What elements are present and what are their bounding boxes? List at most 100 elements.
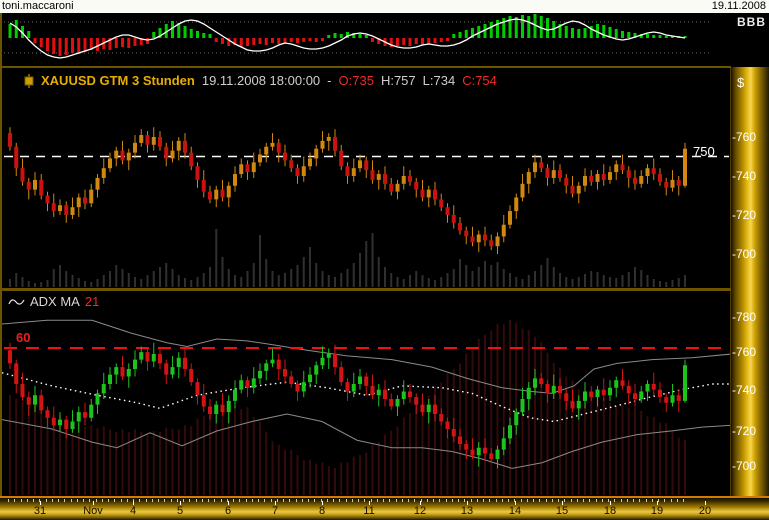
minor-time-tick — [314, 499, 316, 502]
minor-time-tick — [589, 499, 591, 502]
day-tick — [40, 501, 41, 505]
minor-time-tick — [626, 499, 628, 502]
minor-time-tick — [51, 499, 53, 502]
minor-time-tick — [95, 499, 97, 502]
date-label: 18 — [603, 505, 617, 517]
day-tick — [228, 501, 229, 505]
price-tick-label: -720 — [732, 424, 757, 438]
minor-time-tick — [64, 499, 66, 502]
candlestick-icon — [24, 73, 34, 88]
top-indicator-axis-area: BBB — [731, 13, 769, 67]
minor-time-tick — [176, 499, 178, 502]
price-axis[interactable]: $ -760 -740 -720 -700 -780 -760 -740 -720 -700 — [731, 67, 769, 496]
date-label: 12 — [413, 505, 427, 517]
minor-time-tick — [320, 499, 322, 502]
day-tick — [562, 501, 563, 505]
minor-time-tick — [145, 499, 147, 502]
minor-time-tick — [583, 499, 584, 502]
minor-time-tick — [651, 499, 653, 502]
date-label: 13 — [460, 505, 474, 517]
minor-time-tick — [208, 499, 209, 502]
minor-time-tick — [108, 499, 109, 502]
minor-time-tick — [570, 499, 572, 502]
minor-time-tick — [133, 499, 134, 502]
minor-time-tick — [601, 499, 603, 502]
minor-time-tick — [214, 499, 216, 502]
adx-title: ADX MA — [30, 294, 80, 309]
day-tick — [133, 501, 134, 505]
minor-time-tick — [339, 499, 341, 502]
minor-time-tick — [270, 499, 272, 502]
minor-time-tick — [483, 499, 484, 502]
adx-header: ADX MA 21 — [8, 294, 99, 309]
minor-time-tick — [189, 499, 191, 502]
price-chart[interactable] — [2, 68, 730, 288]
minor-time-tick — [564, 499, 566, 502]
minor-time-tick — [458, 499, 459, 502]
adx-chart[interactable] — [2, 291, 730, 496]
panel-separator[interactable] — [0, 288, 731, 291]
minor-time-tick — [645, 499, 647, 502]
panel-separator[interactable] — [0, 66, 731, 68]
date-label: 4 — [129, 505, 137, 517]
minor-time-tick — [26, 499, 28, 502]
minor-time-tick — [526, 499, 528, 502]
minor-time-tick — [426, 499, 428, 502]
minor-time-tick — [39, 499, 41, 502]
minor-time-tick — [451, 499, 453, 502]
date-label: Nov — [83, 505, 103, 517]
open-value: O:735 — [338, 73, 374, 88]
indicator-name-label: BBB — [737, 15, 766, 29]
minor-time-tick — [301, 499, 303, 502]
minor-time-tick — [670, 499, 672, 502]
low-value: L:734 — [422, 73, 456, 88]
date-label: 6 — [224, 505, 232, 517]
minor-time-tick — [101, 499, 103, 502]
date-label: 20 — [698, 505, 712, 517]
minor-time-tick — [326, 499, 328, 502]
day-tick — [610, 501, 611, 505]
price-tick-label: -700 — [732, 247, 757, 261]
day-tick — [369, 501, 370, 505]
minor-time-tick — [170, 499, 172, 502]
minor-time-tick — [383, 499, 384, 502]
adx-param: 21 — [84, 294, 100, 309]
minor-time-tick — [220, 499, 222, 502]
minor-time-tick — [333, 499, 334, 502]
separator-dash: - — [327, 73, 332, 88]
minor-time-tick — [620, 499, 622, 502]
minor-time-tick — [376, 499, 378, 502]
minor-time-tick — [614, 499, 616, 502]
account-name: toni.maccaroni — [2, 0, 74, 12]
minor-time-tick — [664, 499, 666, 502]
minor-time-tick — [283, 499, 284, 502]
minor-time-tick — [164, 499, 166, 502]
minor-time-tick — [258, 499, 259, 502]
minor-time-tick — [89, 499, 91, 502]
price-line-label: 750 — [693, 144, 715, 159]
minor-time-tick — [201, 499, 203, 502]
minor-time-tick — [389, 499, 391, 502]
window-titlebar: toni.maccaroni 19.11.2008 — [0, 0, 769, 13]
day-tick — [322, 501, 323, 505]
minor-time-tick — [408, 499, 409, 502]
minor-time-tick — [445, 499, 447, 502]
minor-time-tick — [639, 499, 641, 502]
minor-time-tick — [464, 499, 466, 502]
minor-time-tick — [470, 499, 472, 502]
main-chart-panel: XAUUSD GTM 3 Stunden 19.11.2008 18:00:00… — [0, 68, 731, 288]
time-axis[interactable]: 31 Nov 4 5 6 7 8 11 12 13 14 15 18 19 20 — [0, 498, 769, 520]
minor-time-tick — [233, 499, 234, 502]
minor-time-tick — [226, 499, 228, 502]
price-tick-label: -740 — [732, 169, 757, 183]
minor-time-tick — [351, 499, 353, 502]
oscillator-chart[interactable] — [2, 13, 731, 66]
minor-time-tick — [239, 499, 241, 502]
bar-timestamp: 19.11.2008 18:00:00 — [201, 73, 321, 88]
day-tick — [515, 501, 516, 505]
high-value: H:757 — [380, 73, 416, 88]
minor-time-tick — [45, 499, 47, 502]
day-tick — [180, 501, 181, 505]
date-label: 8 — [318, 505, 326, 517]
